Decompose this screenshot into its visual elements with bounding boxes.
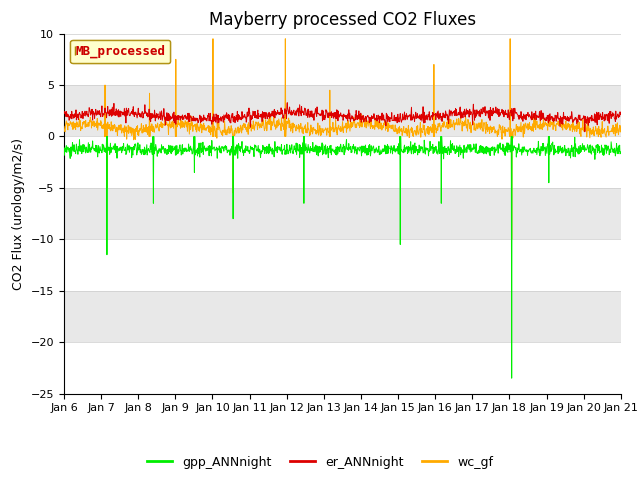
Y-axis label: CO2 Flux (urology/m2/s): CO2 Flux (urology/m2/s): [12, 138, 25, 289]
Bar: [64, 240, 621, 291]
Bar: [64, 342, 621, 394]
Bar: [64, 188, 621, 240]
Bar: [64, 291, 621, 342]
Bar: [64, 136, 621, 188]
Legend: gpp_ANNnight, er_ANNnight, wc_gf: gpp_ANNnight, er_ANNnight, wc_gf: [142, 451, 498, 474]
Legend: MB_processed: MB_processed: [70, 40, 170, 63]
Bar: [64, 34, 621, 85]
Bar: [64, 85, 621, 136]
Title: Mayberry processed CO2 Fluxes: Mayberry processed CO2 Fluxes: [209, 11, 476, 29]
